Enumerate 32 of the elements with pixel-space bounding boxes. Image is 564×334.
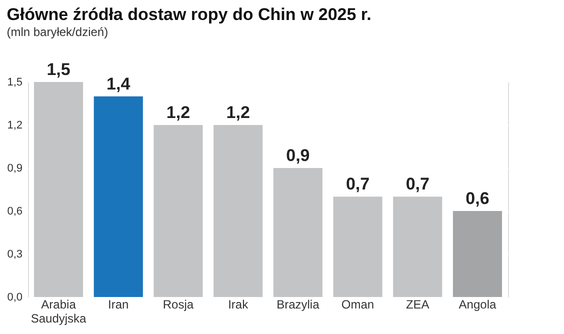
x-tick-label: Oman [341, 298, 374, 312]
data-label: 0,6 [466, 189, 490, 208]
chart-subtitle: (mln baryłek/dzień) [6, 25, 108, 39]
bar [214, 125, 263, 297]
bar [452, 211, 502, 297]
data-label: 1,5 [46, 60, 70, 79]
data-label: 1,4 [106, 74, 131, 94]
data-label: 1,2 [166, 103, 190, 122]
data-label: 0,9 [286, 146, 310, 165]
y-tick-label: 0,9 [7, 162, 22, 174]
y-tick-label: 1,5 [7, 76, 22, 88]
x-tick-label: Angola [458, 298, 496, 312]
bar [34, 82, 84, 297]
bar [154, 125, 203, 297]
y-tick-label: 0,0 [7, 292, 22, 304]
x-tick-label: Arabia Saudyjska [30, 298, 87, 326]
y-tick-label: 0,3 [7, 248, 22, 260]
x-tick-label: Iran [108, 298, 129, 312]
bar [273, 168, 322, 297]
data-label: 0,7 [346, 174, 370, 194]
bar [94, 96, 143, 297]
data-label: 0,7 [406, 174, 430, 194]
x-tick-label: ZEA [406, 298, 430, 312]
bar [333, 196, 382, 297]
y-tick-label: 0,6 [7, 206, 22, 218]
x-tick-label: Rosja [162, 298, 194, 312]
x-tick-label: Brazylia [276, 298, 320, 312]
bar [393, 196, 442, 297]
y-tick-label: 1,2 [7, 120, 22, 132]
x-tick-label: Irak [228, 298, 250, 312]
chart-title: Główne źródła dostaw ropy do Chin w 2025 r. [6, 5, 372, 24]
data-label: 1,2 [226, 103, 250, 122]
